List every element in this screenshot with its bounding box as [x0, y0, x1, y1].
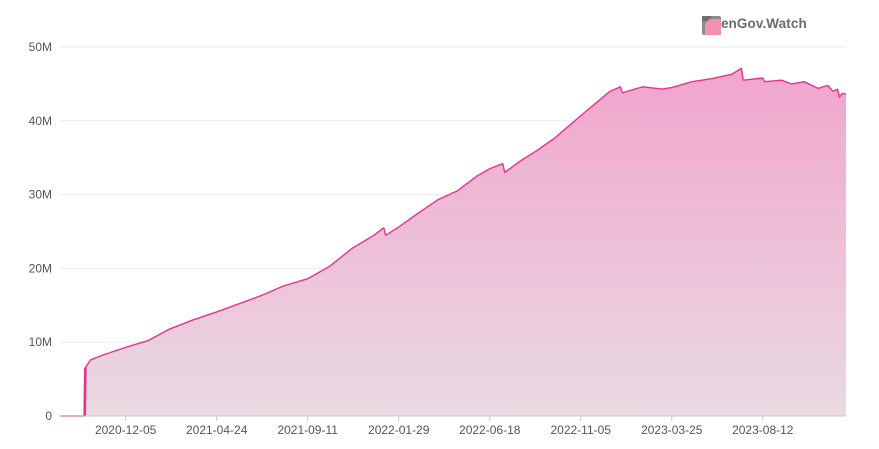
x-tick-label: 2023-03-25 [641, 423, 703, 437]
brand-logo[interactable]: OpenGov.Watch [702, 16, 807, 35]
x-tick-label: 2021-04-24 [186, 423, 248, 437]
y-tick-label: 50M [29, 40, 52, 54]
brand-name: OpenGov.Watch [702, 16, 807, 31]
x-tick-label: 2022-01-29 [368, 423, 430, 437]
x-tick-label: 2022-11-05 [550, 423, 611, 437]
y-tick-label: 30M [29, 188, 52, 202]
y-axis: 0 10M 20M 30M 40M 50M [29, 40, 53, 423]
opengov-watch-logo-icon [702, 16, 721, 35]
y-tick-label: 40M [29, 114, 52, 128]
y-tick-label: 20M [29, 261, 52, 275]
x-tick-label: 2021-09-11 [277, 423, 338, 437]
x-tick-label: 2023-08-12 [732, 423, 794, 437]
area-fill [60, 68, 846, 417]
y-tick-label: 10M [29, 335, 52, 349]
y-tick-label: 0 [45, 409, 52, 423]
x-axis: 2020-12-05 2021-04-24 2021-09-11 2022-01-29… [95, 416, 794, 437]
x-tick-label: 2020-12-05 [95, 423, 157, 437]
x-tick-label: 2022-06-18 [459, 423, 521, 437]
series-line [60, 67, 847, 417]
